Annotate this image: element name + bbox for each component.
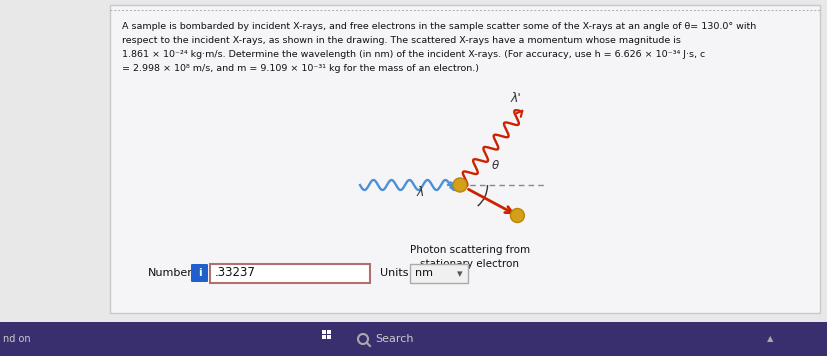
Text: λ: λ (416, 186, 423, 199)
FancyBboxPatch shape (322, 330, 326, 334)
Text: λ': λ' (510, 92, 521, 105)
FancyBboxPatch shape (327, 330, 331, 334)
Text: respect to the incident X-rays, as shown in the drawing. The scattered X-rays ha: respect to the incident X-rays, as shown… (122, 36, 680, 45)
Text: Photon scattering from
stationary electron: Photon scattering from stationary electr… (409, 245, 529, 269)
Text: i: i (198, 268, 201, 278)
FancyBboxPatch shape (409, 264, 467, 283)
FancyBboxPatch shape (0, 322, 827, 356)
Text: Units: Units (380, 268, 408, 278)
Text: = 2.998 × 10⁸ m/s, and m = 9.109 × 10⁻³¹ kg for the mass of an electron.): = 2.998 × 10⁸ m/s, and m = 9.109 × 10⁻³¹… (122, 64, 479, 73)
Text: .33237: .33237 (215, 267, 256, 279)
FancyBboxPatch shape (327, 335, 331, 339)
Circle shape (509, 209, 523, 222)
FancyBboxPatch shape (210, 264, 370, 283)
FancyBboxPatch shape (110, 5, 819, 313)
Text: ▲: ▲ (766, 335, 772, 344)
Text: A sample is bombarded by incident X-rays, and free electrons in the sample scatt: A sample is bombarded by incident X-rays… (122, 22, 755, 31)
Text: ▾: ▾ (457, 269, 462, 279)
FancyBboxPatch shape (322, 335, 326, 339)
Text: nm: nm (414, 268, 433, 278)
Text: 1.861 × 10⁻²⁴ kg·m/s. Determine the wavelength (in nm) of the incident X-rays. (: 1.861 × 10⁻²⁴ kg·m/s. Determine the wave… (122, 50, 705, 59)
Text: Search: Search (375, 334, 413, 344)
Text: nd on: nd on (3, 334, 31, 344)
FancyBboxPatch shape (191, 264, 208, 282)
Text: Number: Number (148, 268, 193, 278)
Circle shape (452, 178, 466, 192)
Text: θ: θ (491, 159, 499, 172)
